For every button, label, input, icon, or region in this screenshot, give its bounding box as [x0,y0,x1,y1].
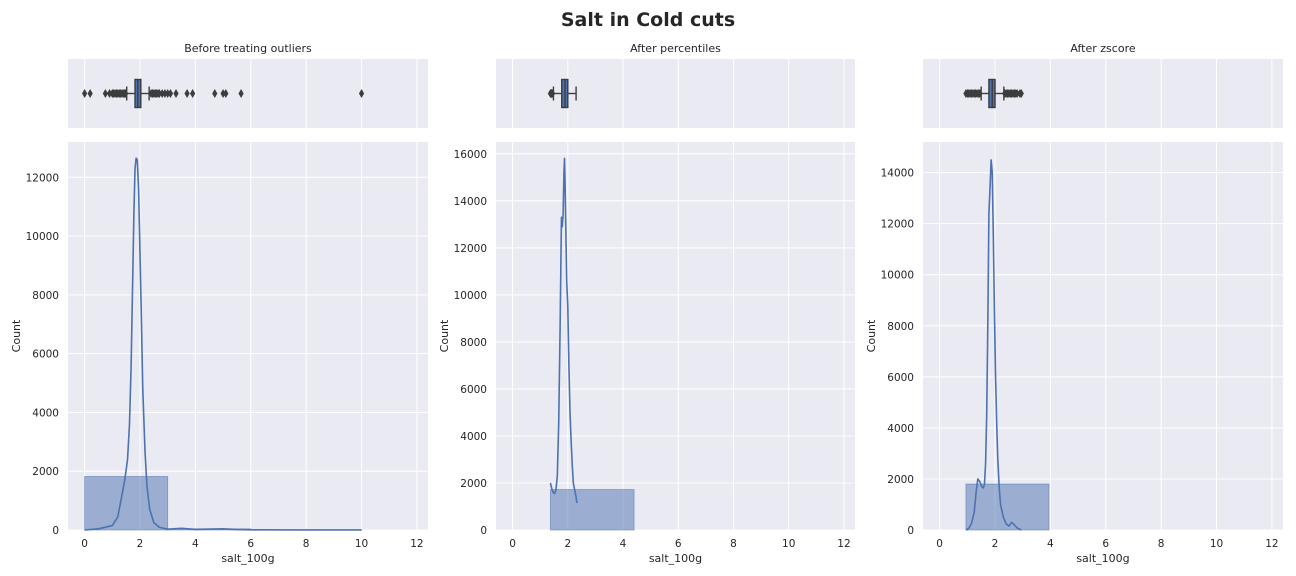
outlier-point [159,89,165,98]
x-tick-label: 12 [1265,538,1278,550]
boxplot-panel-3: After zscore [923,42,1283,128]
outlier-point [212,89,218,98]
outlier-point [165,89,171,98]
histogram-panel-2: 0 2000 4000 6000 8000 10000 12000 14000 16000 0 2 4… [438,142,855,565]
outlier-point [156,89,162,98]
y-tick-label: 14000 [881,168,914,180]
y-tick-label: 6000 [32,349,59,361]
y-tick-label: 8000 [32,290,59,302]
y-tick-label: 6000 [887,372,914,384]
x-tick-label: 10 [355,538,368,550]
outlier-point [550,89,556,98]
x-axis-label: salt_100g [649,552,702,565]
outlier-point [82,89,88,98]
kde-line [965,159,1022,531]
x-tick-label: 6 [1102,538,1109,550]
y-tick-label: 4000 [460,431,487,443]
x-tick-label: 8 [730,538,737,550]
y-tick-label: 2000 [460,478,487,490]
y-tick-label: 10000 [26,231,59,243]
x-tick-label: 8 [303,538,310,550]
outlier-point [173,89,179,98]
outlier-point [977,89,983,98]
y-tick-label: 8000 [460,337,487,349]
y-tick-label: 2000 [32,466,59,478]
x-axis-label: salt_100g [221,552,274,565]
y-tick-label: 0 [52,525,59,537]
histogram-panel-3: 0 2000 4000 6000 8000 10000 12000 14000 0 2 4 6 8 10 1… [865,142,1283,565]
x-tick-label: 4 [1047,538,1054,550]
subplot-title: After zscore [1070,42,1135,55]
x-tick-label: 0 [509,538,516,550]
plot-area [68,142,428,530]
y-tick-label: 12000 [454,243,487,255]
outlier-point [102,89,108,98]
subplot-title: Before treating outliers [184,42,312,55]
histogram-bar [965,483,1050,531]
boxplot-panel-1: Before treating outliers [68,42,428,128]
y-tick-label: 10000 [454,290,487,302]
y-tick-label: 10000 [881,270,914,282]
y-tick-label: 0 [907,525,914,537]
x-tick-label: 2 [137,538,144,550]
y-tick-label: 6000 [460,384,487,396]
x-tick-label: 10 [782,538,795,550]
histogram-bar [550,489,635,531]
x-tick-label: 6 [675,538,682,550]
x-tick-label: 6 [247,538,254,550]
outlier-point [1014,89,1020,98]
x-tick-label: 2 [992,538,999,550]
y-tick-label: 4000 [32,407,59,419]
plot-area [923,142,1283,530]
subplot-title: After percentiles [630,42,721,55]
y-tick-label: 16000 [454,149,487,161]
y-tick-label: 0 [480,525,487,537]
kde-line [84,157,362,531]
y-tick-label: 4000 [887,423,914,435]
x-tick-label: 0 [936,538,943,550]
x-tick-label: 4 [620,538,627,550]
histogram-panel-1: 0 2000 4000 6000 8000 10000 12000 0 2 4 6 8 10 12 salt… [10,142,428,565]
outlier-point [358,89,365,98]
y-axis-label: Count [10,319,23,352]
outlier-point [106,89,113,98]
outlier-point [123,89,129,98]
x-tick-label: 12 [837,538,850,550]
x-tick-label: 10 [1210,538,1223,550]
y-tick-label: 14000 [454,196,487,208]
y-tick-label: 2000 [887,474,914,486]
plot-area [496,142,855,530]
outlier-point [184,89,190,98]
outlier-point [223,89,229,98]
x-tick-label: 0 [81,538,88,550]
boxplot-panel-2: After percentiles [496,42,855,128]
outlier-point [190,89,196,98]
x-tick-label: 4 [192,538,199,550]
outlier-point [167,89,174,98]
y-axis-label: Count [865,319,878,352]
outlier-point [220,89,226,98]
outlier-point [238,89,244,98]
y-tick-label: 12000 [881,219,914,231]
histogram-bar [84,476,169,531]
outlier-point [1018,89,1024,98]
y-axis-label: Count [438,319,451,352]
y-tick-label: 8000 [887,321,914,333]
x-tick-label: 12 [410,538,423,550]
x-axis-label: salt_100g [1076,552,1129,565]
outlier-point [162,89,168,98]
y-tick-label: 12000 [26,172,59,184]
outlier-point [87,89,93,98]
kde-line [549,157,578,504]
chart-layer: Before treating outliers0200040006000800… [10,42,1283,565]
x-tick-label: 8 [1158,538,1165,550]
figure-title: Salt in Cold cuts [561,9,735,31]
x-tick-label: 2 [564,538,571,550]
